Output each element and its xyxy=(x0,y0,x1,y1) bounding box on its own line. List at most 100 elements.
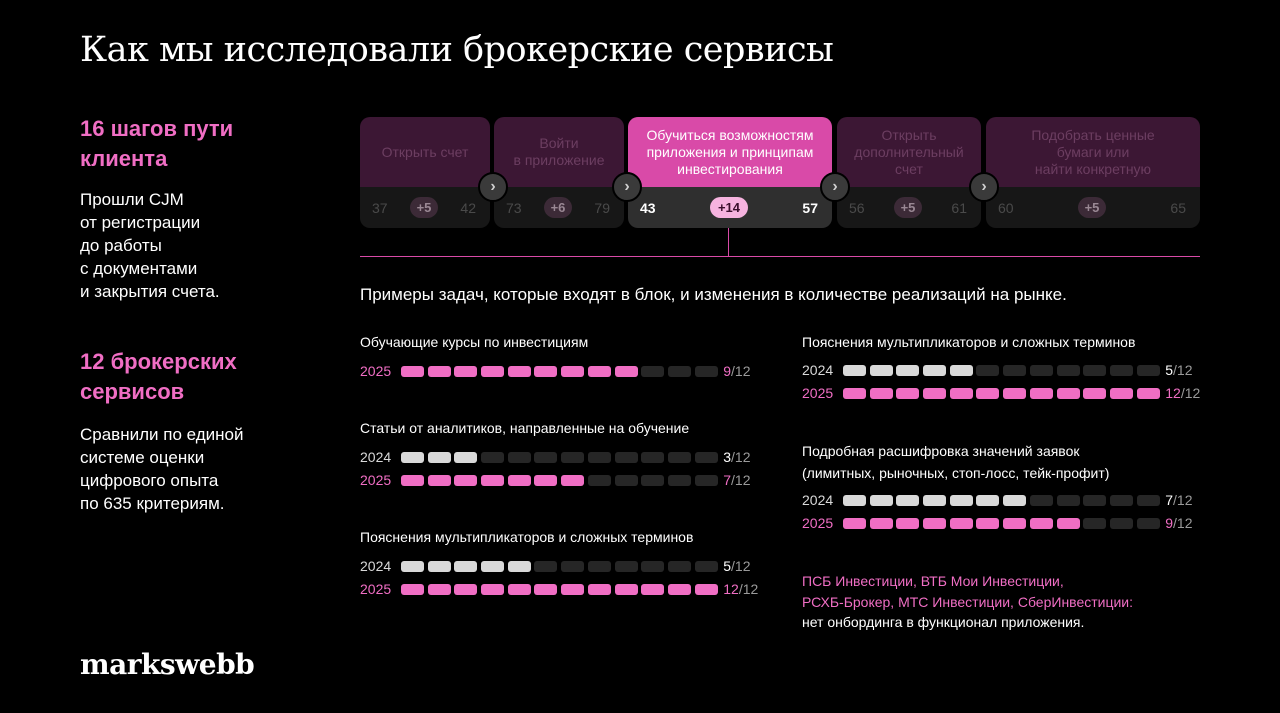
progress-segment xyxy=(667,365,691,377)
implementation-count: 3/12 xyxy=(723,449,750,465)
task-title: Обучающие курсы по инвестициям xyxy=(360,334,589,350)
progress-segment xyxy=(1136,387,1160,399)
stage-card-login: Войти в приложение 73 +6 79 xyxy=(494,117,624,228)
progress-segment xyxy=(976,387,1000,399)
task-title: Пояснения мультипликаторов и сложных тер… xyxy=(360,529,694,545)
progress-segment xyxy=(641,365,665,377)
progress-segment xyxy=(896,364,920,376)
progress-segment xyxy=(869,494,893,506)
progress-segment xyxy=(1056,387,1080,399)
progress-segment xyxy=(923,387,947,399)
progress-segments xyxy=(401,451,721,463)
progress-segment xyxy=(614,583,638,595)
stage-label: Подобрать ценные бумаги или найти конкре… xyxy=(986,117,1200,187)
progress-segments xyxy=(401,365,721,377)
count-total: /12 xyxy=(1180,385,1201,401)
progress-segment xyxy=(534,560,558,572)
year-label: 2025 xyxy=(360,581,392,597)
progress-segment xyxy=(1136,517,1160,529)
count-value: 7 xyxy=(723,472,732,488)
progress-segment xyxy=(896,494,920,506)
count-total: /12 xyxy=(731,363,751,379)
implementation-count: 12/12 xyxy=(723,581,758,597)
progress-segment xyxy=(1136,494,1160,506)
count-value: 12 xyxy=(723,581,739,597)
page-title: Как мы исследовали брокерские сервисы xyxy=(80,30,834,70)
year-label: 2024 xyxy=(360,449,392,465)
stage-to: 61 xyxy=(951,199,967,216)
progress-segment xyxy=(587,451,611,463)
progress-segment xyxy=(401,583,424,595)
progress-segment xyxy=(561,474,585,486)
progress-segment xyxy=(534,451,558,463)
progress-segment xyxy=(481,365,505,377)
task-bar-row: 2025 9/12 xyxy=(802,515,1193,531)
count-value: 5 xyxy=(1165,362,1174,378)
implementation-count: 12/12 xyxy=(1165,385,1200,401)
task-title: Подробная расшифровка значений заявок (л… xyxy=(802,443,1110,481)
stage-counts: 37 +5 42 xyxy=(360,187,490,228)
implementation-count: 7/12 xyxy=(723,472,750,488)
stage-card-learn: Обучиться возможностям приложения и прин… xyxy=(628,117,832,228)
task-bar-row: 2024 5/12 xyxy=(802,362,1193,378)
progress-segments xyxy=(401,583,721,595)
stage-card-pick-securities: Подобрать ценные бумаги или найти конкре… xyxy=(986,117,1200,228)
progress-segment xyxy=(976,364,1000,376)
stage-counts: 73 +6 79 xyxy=(494,187,624,228)
tasks-intro: Примеры задач, которые входят в блок, и … xyxy=(360,285,1067,304)
progress-segment xyxy=(401,451,424,463)
progress-segment xyxy=(534,583,558,595)
progress-segment xyxy=(641,583,665,595)
services-heading: 12 брокерских сервисов xyxy=(80,349,237,404)
progress-segment xyxy=(1109,364,1133,376)
progress-segment xyxy=(949,364,973,376)
task-title: Статьи от аналитиков, направленные на об… xyxy=(360,420,690,436)
progress-segment xyxy=(869,364,893,376)
progress-segment xyxy=(694,583,718,595)
stage-from: 56 xyxy=(849,199,865,216)
steps-heading: 16 шагов пути клиента xyxy=(80,116,234,171)
stage-to: 65 xyxy=(1170,199,1186,216)
progress-segment xyxy=(507,560,531,572)
progress-segment xyxy=(401,365,424,377)
progress-segment xyxy=(587,583,611,595)
progress-segment xyxy=(923,364,947,376)
count-value: 7 xyxy=(1165,492,1174,508)
task-bar-row: 2025 12/12 xyxy=(360,581,758,597)
progress-segment xyxy=(614,560,638,572)
progress-segment xyxy=(454,474,478,486)
progress-segment xyxy=(507,474,531,486)
count-total: /12 xyxy=(1173,362,1193,378)
progress-segment xyxy=(427,365,451,377)
stage-from: 43 xyxy=(640,199,656,216)
progress-segment xyxy=(1029,494,1053,506)
progress-segment xyxy=(641,451,665,463)
progress-segment xyxy=(561,451,585,463)
count-total: /12 xyxy=(731,558,751,574)
progress-segment xyxy=(427,583,451,595)
progress-segment xyxy=(1109,494,1133,506)
progress-segment xyxy=(1109,517,1133,529)
stage-counts: 43 +14 57 xyxy=(628,187,832,228)
conclusion-note: ПСБ Инвестиции, ВТБ Мои Инвестиции, РСХБ… xyxy=(802,573,1134,630)
connector-line-vertical xyxy=(728,228,729,256)
progress-segment xyxy=(694,451,718,463)
progress-segment xyxy=(561,583,585,595)
count-value: 5 xyxy=(723,558,732,574)
progress-segment xyxy=(1029,364,1053,376)
year-label: 2025 xyxy=(360,472,392,488)
stage-label: Обучиться возможностям приложения и прин… xyxy=(628,117,832,187)
stage-delta-badge: +5 xyxy=(409,197,439,218)
steps-description: Прошли CJM от регистрации до работы с до… xyxy=(80,190,220,301)
count-total: /12 xyxy=(1173,492,1193,508)
progress-segment xyxy=(587,560,611,572)
progress-segment xyxy=(896,517,920,529)
progress-segment xyxy=(534,365,558,377)
year-label: 2025 xyxy=(802,515,834,531)
stage-from: 37 xyxy=(372,199,388,216)
progress-segment xyxy=(427,451,451,463)
progress-segment xyxy=(949,494,973,506)
implementation-count: 5/12 xyxy=(1165,362,1192,378)
progress-segment xyxy=(454,451,478,463)
stage-card-additional-account: Открыть дополнительный счет 56 +5 61 xyxy=(837,117,981,228)
